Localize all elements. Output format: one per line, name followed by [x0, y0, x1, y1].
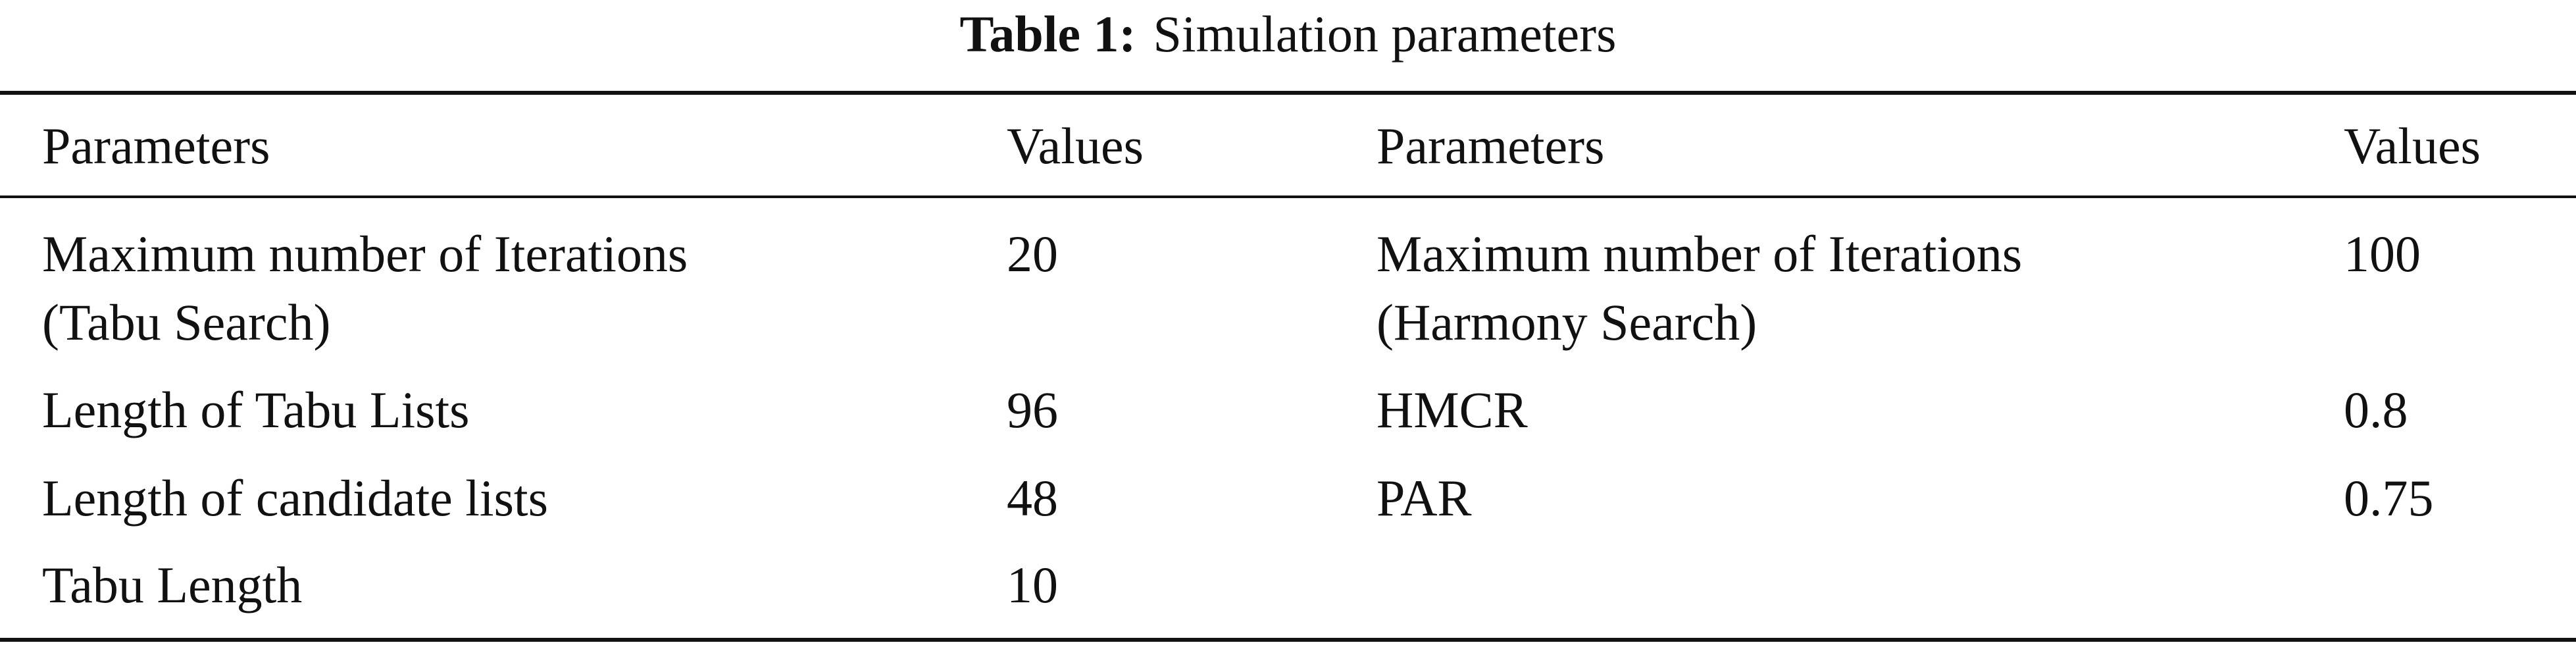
table-row-4-param-left: Tabu Length	[42, 556, 303, 613]
param-left-line-2: (Tabu Search)	[42, 294, 331, 351]
table-row-3-value-left: 48	[1007, 469, 1058, 527]
table-row-1-value-left: 20	[1007, 225, 1058, 282]
table-row-2-param-right: HMCR	[1376, 381, 1528, 438]
header-values-right: Values	[2344, 117, 2481, 174]
table-caption-title: Simulation parameters	[1153, 5, 1617, 63]
table-row-2-value-right: 0.8	[2344, 381, 2408, 438]
param-right-line-2: (Harmony Search)	[1376, 294, 1757, 351]
table-row-2-param-left: Length of Tabu Lists	[42, 381, 470, 438]
header-parameters-left: Parameters	[42, 117, 270, 174]
table-caption: Table 1: Simulation parameters	[0, 3, 2576, 66]
table-row-1-param-left: Maximum number of Iterations (Tabu Searc…	[42, 220, 688, 357]
table-header-rule	[0, 195, 2576, 198]
table-row-1-param-right: Maximum number of Iterations (Harmony Se…	[1376, 220, 2022, 357]
header-values-left: Values	[1007, 117, 1144, 174]
table-row-1-value-right: 100	[2344, 225, 2421, 282]
header-parameters-right: Parameters	[1376, 117, 1605, 174]
table-row-4-value-left: 10	[1007, 556, 1058, 613]
table-bottom-rule	[0, 638, 2576, 642]
table-row-3-value-right: 0.75	[2344, 469, 2434, 527]
table-top-rule	[0, 91, 2576, 95]
table-row-3-param-right: PAR	[1376, 469, 1472, 527]
param-right-line-1: Maximum number of Iterations	[1376, 225, 2023, 282]
param-left-line-1: Maximum number of Iterations	[42, 225, 688, 282]
table-row-2-value-left: 96	[1007, 381, 1058, 438]
table-caption-label: Table 1:	[959, 5, 1136, 63]
table-row-3-param-left: Length of candidate lists	[42, 469, 548, 527]
